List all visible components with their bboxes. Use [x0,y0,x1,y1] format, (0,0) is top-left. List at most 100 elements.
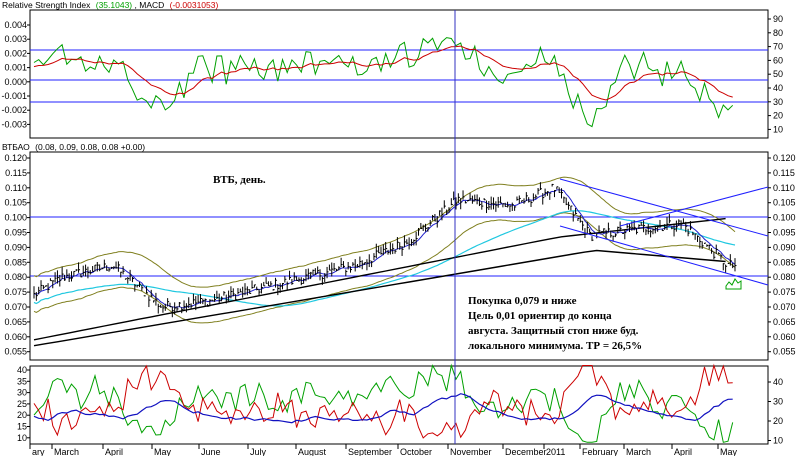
macd-tick-label: -0.002 [1,105,27,115]
rsi-tick-label: 10 [773,124,783,134]
price-bars [33,182,737,318]
annotation-line-1: Покупка 0,079 и ниже [468,295,577,307]
channel-lower [559,225,769,286]
month-label: May [154,447,172,456]
rsi-title-name: Relative Strength Index [2,0,91,10]
month-label: October [400,447,432,456]
price-ohlc: (0.08, 0.09, 0.08, 0.08 +0.00) [35,142,145,152]
oscillator-right-axis: 90 80 70 60 50 40 30 20 10 [768,14,783,134]
price-right-tick-label: 0.060 [773,332,796,342]
price-symbol: ВТБАО [2,142,30,152]
dmi-left-tick-label: 25 [17,399,27,409]
dmi-left-tick-label: 10 [17,433,27,443]
minus-di-line [33,363,733,439]
month-label: March [626,447,651,456]
plus-di-line [33,363,734,443]
annotation-line-4: локального минимума. ТР = 26,5% [468,340,642,352]
rsi-value: (35.1043) [96,0,133,10]
dmi-right-tick-label: 20 [773,416,783,426]
price-right-tick-label: 0.120 [773,153,796,163]
rsi-tick-label: 80 [773,28,783,38]
price-title: ВТБАО (0.08, 0.09, 0.08, 0.08 +0.00) [2,142,145,152]
month-label: September [348,447,392,456]
rsi-tick-label: 30 [773,97,783,107]
price-left-tick-label: 0.095 [4,228,27,238]
rsi-tick-label: 90 [773,14,783,24]
time-axis: ary March April May June July August September O… [29,444,738,456]
price-left-tick-label: 0.075 [4,287,27,297]
dmi-left-tick-label: 15 [17,422,27,432]
macd-tick-label: 0.000 [4,77,27,87]
price-right-tick-label: 0.110 [773,183,795,193]
price-left-axis: 0.120 0.115 0.110 0.105 0.100 0.095 0.090 0.085… [4,153,30,357]
macd-tick-label: -0.001 [1,91,27,101]
trade-annotation: Покупка 0,079 и ниже Цель 0,01 ориентир … [468,295,642,352]
chart-label: ВТБ, день. [213,174,266,186]
rsi-tick-label: 70 [773,42,783,52]
price-right-tick-label: 0.090 [773,242,796,252]
price-left-tick-label: 0.060 [4,332,27,342]
price-right-tick-label: 0.075 [773,287,796,297]
moving-average-long-2 [33,249,726,347]
price-right-tick-label: 0.100 [773,213,796,223]
macd-tick-label: 0.004 [4,20,27,30]
price-left-tick-label: 0.055 [4,347,27,357]
channel-mid-line [619,186,769,227]
oscillator-panel[interactable]: Relative Strength Index (35.1043) , MACD… [1,0,783,139]
price-panel[interactable]: ВТБАО (0.08, 0.09, 0.08, 0.08 +0.00) 0.1… [2,142,796,361]
macd-tick-label: -0.003 [1,119,27,129]
month-label: April [674,447,692,456]
annotation-line-2: Цель 0,01 ориентир до конца [468,310,612,322]
month-label: March [54,447,79,456]
price-right-tick-label: 0.080 [773,272,796,282]
dmi-left-tick-label: 30 [17,388,27,398]
rsi-tick-label: 50 [773,69,783,79]
month-label: May [720,447,738,456]
oscillator-title: Relative Strength Index (35.1043) , MACD… [2,0,218,10]
month-label: July [250,447,267,456]
price-left-tick-label: 0.085 [4,257,27,267]
month-label: 2011 [546,447,565,456]
price-right-tick-label: 0.085 [773,257,796,267]
bollinger-upper [33,176,736,288]
dmi-right-tick-label: 40 [773,377,783,387]
month-label: August [298,447,327,456]
oscillator-left-axis: 0.004 0.003 0.002 0.001 0.000 -0.001 -0.002 -0.… [1,20,30,129]
price-left-tick-label: 0.080 [4,272,27,282]
price-right-tick-label: 0.070 [773,302,796,312]
channel-upper [559,178,769,237]
price-left-tick-label: 0.070 [4,302,27,312]
price-right-tick-label: 0.065 [773,317,796,327]
price-left-tick-label: 0.120 [4,153,27,163]
macd-title-name: MACD [139,0,164,10]
month-label: December [505,447,547,456]
dmi-left-tick-label: 20 [17,410,27,420]
price-left-tick-label: 0.090 [4,242,27,252]
dmi-left-tick-label: 35 [17,376,27,386]
macd-tick-label: 0.002 [4,48,27,58]
price-left-tick-label: 0.115 [5,168,27,178]
macd-line [33,45,733,101]
price-right-tick-label: 0.105 [773,198,796,208]
month-label: ary [32,447,45,456]
price-left-tick-label: 0.105 [4,198,27,208]
rsi-line [33,37,734,128]
month-label: February [582,447,619,456]
dmi-right-tick-label: 30 [773,397,783,407]
price-right-axis: 0.120 0.115 0.110 0.105 0.100 0.095 0.090 0.085… [768,153,796,357]
macd-tick-label: 0.003 [4,34,27,44]
adx-line [33,393,733,424]
rsi-tick-label: 40 [773,83,783,93]
rsi-tick-label: 60 [773,55,783,65]
macd-tick-label: 0.001 [4,63,27,73]
month-label: June [201,447,221,456]
dmi-left-tick-label: 40 [17,365,27,375]
buy-marker-icon [725,278,742,290]
price-right-tick-label: 0.055 [773,347,796,357]
price-left-tick-label: 0.110 [5,183,27,193]
dmi-right-tick-label: 10 [773,436,783,446]
price-right-tick-label: 0.095 [773,228,796,238]
